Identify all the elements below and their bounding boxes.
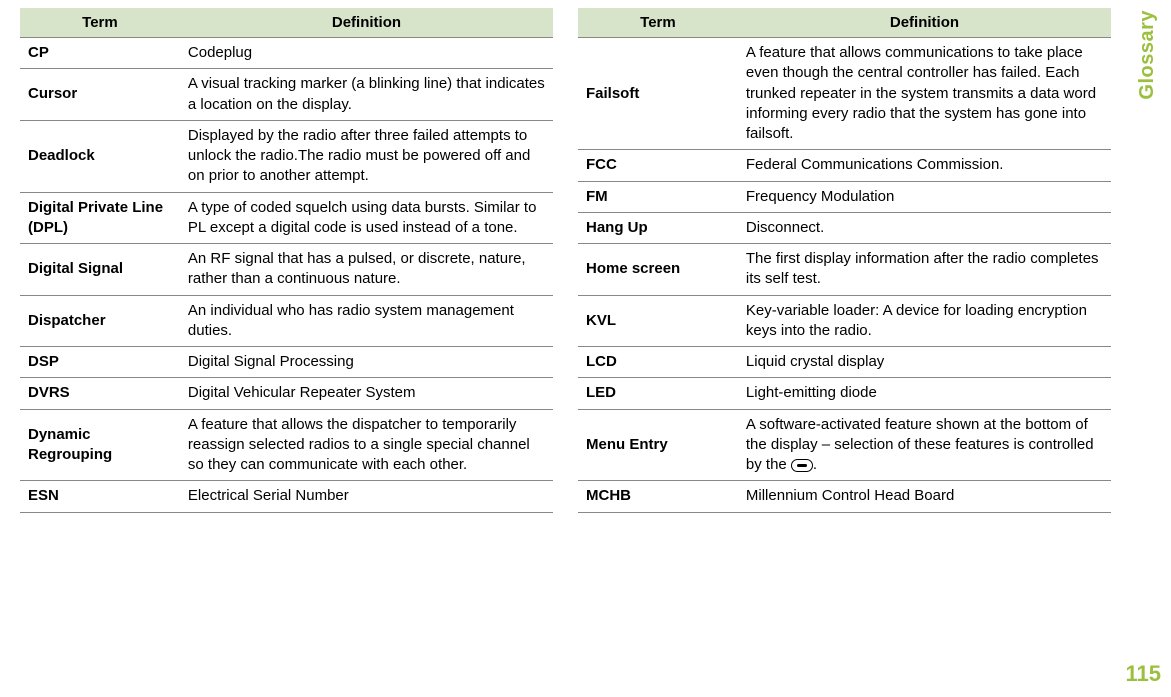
- term-cell: Digital Signal: [20, 244, 180, 296]
- term-cell: Cursor: [20, 69, 180, 121]
- glossary-table-right: TermDefinition FailsoftA feature that al…: [578, 8, 1111, 513]
- definition-cell: Displayed by the radio after three faile…: [180, 120, 553, 192]
- glossary-page: TermDefinition CPCodeplugCursorA visual …: [0, 0, 1171, 523]
- term-cell: Deadlock: [20, 120, 180, 192]
- definition-cell: Frequency Modulation: [738, 181, 1111, 212]
- term-cell: Failsoft: [578, 38, 738, 150]
- definition-cell: Disconnect.: [738, 212, 1111, 243]
- definition-cell: Millennium Control Head Board: [738, 481, 1111, 512]
- page-number: 115: [1126, 661, 1162, 687]
- table-row: LEDLight-emitting diode: [578, 378, 1111, 409]
- definition-cell: A type of coded squelch using data burst…: [180, 192, 553, 244]
- column-header-definition: Definition: [180, 8, 553, 38]
- right-column: TermDefinition FailsoftA feature that al…: [578, 8, 1111, 513]
- menu-key-icon: [791, 459, 813, 472]
- table-row: Menu EntryA software-activated feature s…: [578, 409, 1111, 481]
- table-row: DeadlockDisplayed by the radio after thr…: [20, 120, 553, 192]
- definition-cell: Electrical Serial Number: [180, 481, 553, 512]
- definition-cell: Light-emitting diode: [738, 378, 1111, 409]
- column-header-definition: Definition: [738, 8, 1111, 38]
- definition-cell: Digital Signal Processing: [180, 347, 553, 378]
- table-row: DispatcherAn individual who has radio sy…: [20, 295, 553, 347]
- term-cell: Menu Entry: [578, 409, 738, 481]
- column-header-term: Term: [20, 8, 180, 38]
- term-cell: Home screen: [578, 244, 738, 296]
- column-header-term: Term: [578, 8, 738, 38]
- table-row: Dynamic RegroupingA feature that allows …: [20, 409, 553, 481]
- term-cell: MCHB: [578, 481, 738, 512]
- table-row: Digital SignalAn RF signal that has a pu…: [20, 244, 553, 296]
- table-row: Hang UpDisconnect.: [578, 212, 1111, 243]
- table-header-row: TermDefinition: [20, 8, 553, 38]
- table-row: CursorA visual tracking marker (a blinki…: [20, 69, 553, 121]
- term-cell: FM: [578, 181, 738, 212]
- section-label: Glossary: [1136, 10, 1159, 100]
- definition-cell: An individual who has radio system manag…: [180, 295, 553, 347]
- term-cell: DSP: [20, 347, 180, 378]
- table-row: MCHBMillennium Control Head Board: [578, 481, 1111, 512]
- definition-cell: A feature that allows the dispatcher to …: [180, 409, 553, 481]
- definition-cell: Federal Communications Commission.: [738, 150, 1111, 181]
- table-row: FCCFederal Communications Commission.: [578, 150, 1111, 181]
- table-row: DSPDigital Signal Processing: [20, 347, 553, 378]
- table-row: DVRSDigital Vehicular Repeater System: [20, 378, 553, 409]
- term-cell: ESN: [20, 481, 180, 512]
- table-row: KVLKey-variable loader: A device for loa…: [578, 295, 1111, 347]
- table-row: FMFrequency Modulation: [578, 181, 1111, 212]
- definition-cell: The first display information after the …: [738, 244, 1111, 296]
- definition-cell: A visual tracking marker (a blinking lin…: [180, 69, 553, 121]
- table-row: FailsoftA feature that allows communicat…: [578, 38, 1111, 150]
- glossary-table-left: TermDefinition CPCodeplugCursorA visual …: [20, 8, 553, 513]
- definition-cell: An RF signal that has a pulsed, or discr…: [180, 244, 553, 296]
- term-cell: FCC: [578, 150, 738, 181]
- table-row: Digital Private Line (DPL)A type of code…: [20, 192, 553, 244]
- table-row: CPCodeplug: [20, 38, 553, 69]
- table-row: Home screenThe first display information…: [578, 244, 1111, 296]
- table-row: ESNElectrical Serial Number: [20, 481, 553, 512]
- term-cell: CP: [20, 38, 180, 69]
- term-cell: KVL: [578, 295, 738, 347]
- term-cell: Dynamic Regrouping: [20, 409, 180, 481]
- left-column: TermDefinition CPCodeplugCursorA visual …: [20, 8, 553, 513]
- definition-cell: Liquid crystal display: [738, 347, 1111, 378]
- term-cell: LCD: [578, 347, 738, 378]
- term-cell: Digital Private Line (DPL): [20, 192, 180, 244]
- definition-cell: A software-activated feature shown at th…: [738, 409, 1111, 481]
- definition-cell: Codeplug: [180, 38, 553, 69]
- definition-cell: A feature that allows communications to …: [738, 38, 1111, 150]
- table-row: LCDLiquid crystal display: [578, 347, 1111, 378]
- definition-cell: Key-variable loader: A device for loadin…: [738, 295, 1111, 347]
- definition-cell: Digital Vehicular Repeater System: [180, 378, 553, 409]
- term-cell: DVRS: [20, 378, 180, 409]
- term-cell: LED: [578, 378, 738, 409]
- table-header-row: TermDefinition: [578, 8, 1111, 38]
- term-cell: Hang Up: [578, 212, 738, 243]
- term-cell: Dispatcher: [20, 295, 180, 347]
